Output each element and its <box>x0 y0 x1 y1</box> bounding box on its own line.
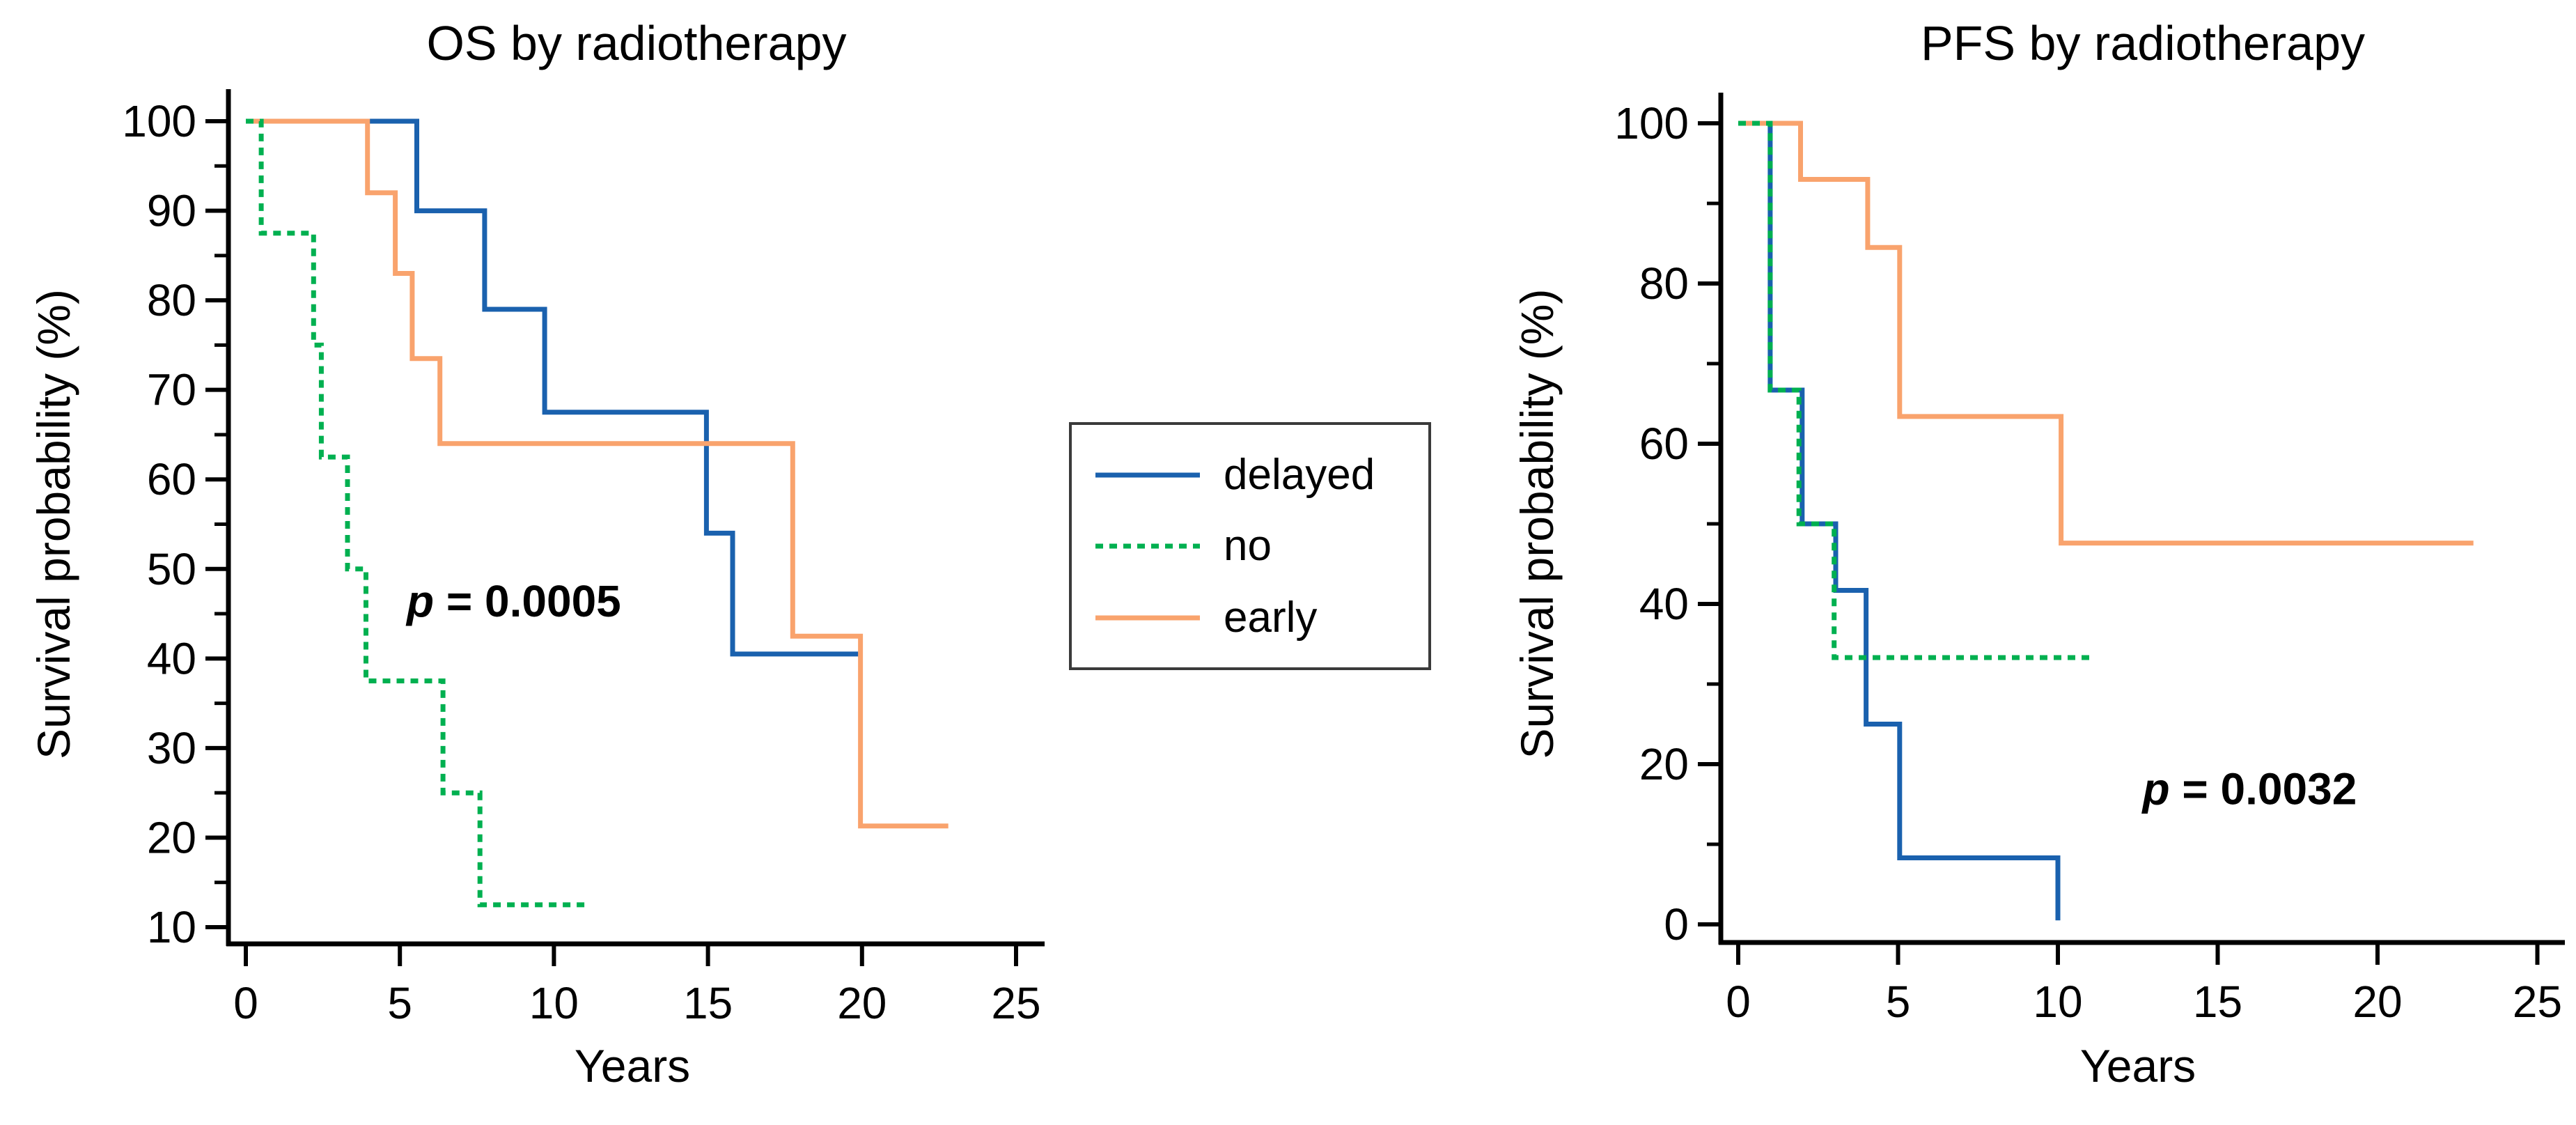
x-tick-label: 20 <box>2352 977 2402 1027</box>
series-line-early <box>246 118 949 829</box>
p-value-annotation: p = 0.0005 <box>405 576 621 626</box>
legend-entry-early: early <box>1095 596 1428 639</box>
chart-title: OS by radiotherapy <box>426 16 846 70</box>
y-tick-label: 30 <box>147 723 196 773</box>
x-tick-label: 5 <box>387 978 412 1028</box>
pfs-chart: 0 20 40 60 80 100 0 5 10 15 20 25 PFS by radiotherap… <box>1511 16 2565 1092</box>
legend-entry-no: no <box>1095 525 1428 568</box>
x-axis-label: Years <box>2080 1040 2196 1092</box>
legend-line-sample-early <box>1095 615 1200 620</box>
x-tick-label: 20 <box>837 978 887 1028</box>
x-tick-label: 10 <box>2033 977 2082 1027</box>
legend-line-sample-delayed <box>1095 472 1200 477</box>
y-tick-label: 20 <box>1639 739 1689 789</box>
x-tick-label: 25 <box>2513 977 2562 1027</box>
y-tick-label: 80 <box>147 275 196 325</box>
legend-line-sample-no <box>1095 543 1200 549</box>
x-tick-label: 15 <box>2193 977 2242 1027</box>
y-axis-label: Survival probability (%) <box>28 289 79 759</box>
y-tick-label: 70 <box>147 365 196 415</box>
y-tick-label: 40 <box>1639 579 1689 629</box>
x-tick-label: 0 <box>1726 977 1751 1027</box>
legend-box: delayed no early <box>1069 422 1431 670</box>
series-line-early <box>1738 121 2474 546</box>
x-tick-label: 5 <box>1886 977 1911 1027</box>
y-tick-label: 50 <box>147 544 196 594</box>
y-tick-label: 90 <box>147 186 196 236</box>
y-tick-label: 80 <box>1639 258 1689 309</box>
y-tick-label: 100 <box>122 96 196 146</box>
y-tick-label: 40 <box>147 633 196 683</box>
series-line-delayed <box>1738 121 2061 921</box>
os-chart: 10 20 30 40 50 60 70 80 90 100 0 5 10 15 20 25 OS by rad… <box>28 16 1045 1092</box>
legend-label-delayed: delayed <box>1224 450 1375 499</box>
legend-label-no: no <box>1224 522 1272 570</box>
series-line-delayed <box>246 118 859 657</box>
x-tick-label: 15 <box>683 978 733 1028</box>
series-line-no <box>246 118 585 908</box>
legend-entry-delayed: delayed <box>1095 453 1428 497</box>
y-tick-label: 100 <box>1614 98 1689 148</box>
y-tick-label: 60 <box>1639 419 1689 469</box>
y-tick-label: 20 <box>147 812 196 862</box>
legend-label-early: early <box>1224 593 1318 642</box>
x-tick-label: 10 <box>529 978 579 1028</box>
x-tick-label: 25 <box>991 978 1040 1028</box>
y-axis-label: Survival probability (%) <box>1511 289 1563 759</box>
chart-title: PFS by radiotherapy <box>1921 16 2365 70</box>
series-line-no <box>1738 121 2090 660</box>
p-value-annotation: p = 0.0032 <box>2141 764 2357 814</box>
y-tick-label: 0 <box>1664 899 1689 949</box>
x-tick-label: 0 <box>233 978 258 1028</box>
x-axis-label: Years <box>575 1040 690 1092</box>
y-tick-label: 60 <box>147 454 196 504</box>
y-tick-label: 10 <box>147 902 196 952</box>
